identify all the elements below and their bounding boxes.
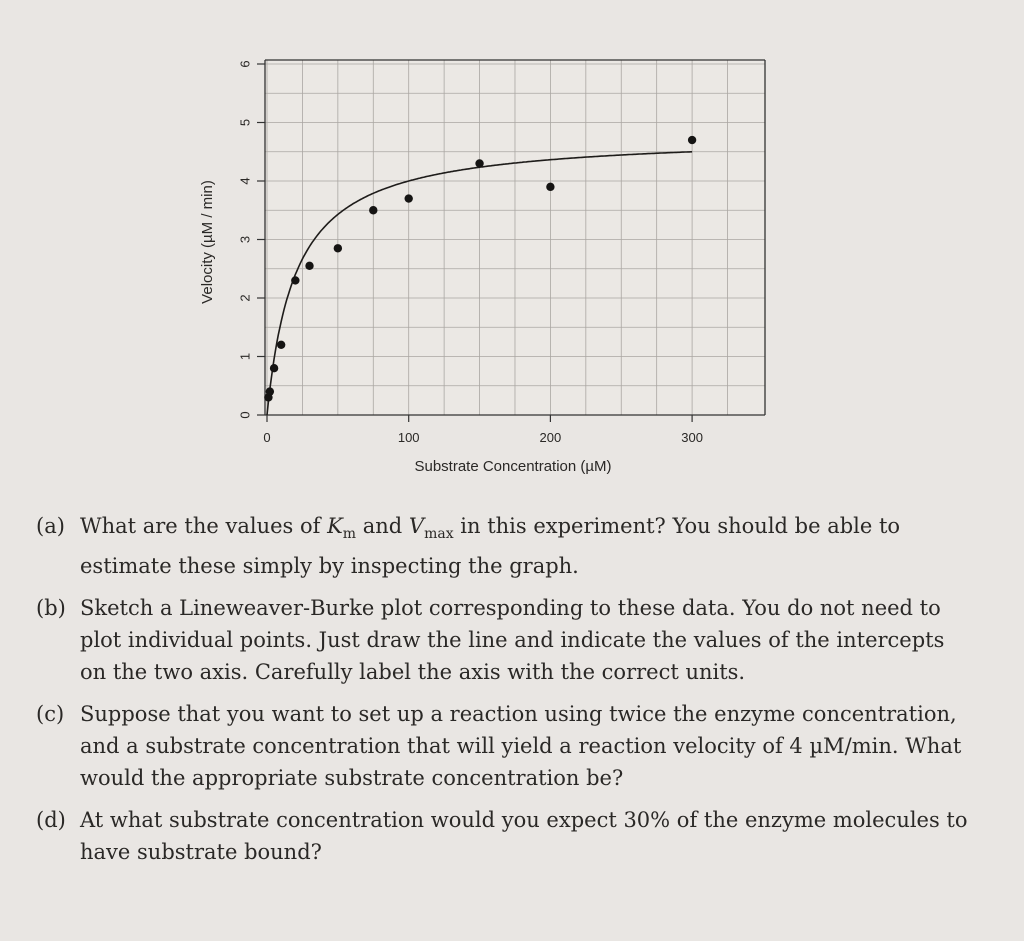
- x-tick-label: 300: [681, 430, 703, 445]
- question-text: Suppose that you want to set up a reacti…: [80, 702, 962, 791]
- data-point: [291, 276, 300, 285]
- y-axis-label: Velocity (µM / min): [199, 180, 216, 304]
- question-c: (c) Suppose that you want to set up a re…: [36, 698, 976, 794]
- data-point: [333, 244, 343, 253]
- data-point: [546, 182, 555, 192]
- question-d: (d) At what substrate concentration woul…: [36, 804, 976, 868]
- x-tick-label: 0: [263, 430, 270, 445]
- question-label: (a): [36, 514, 65, 538]
- data-point: [687, 135, 697, 145]
- data-point: [265, 387, 275, 396]
- km-symbol: K: [327, 514, 343, 538]
- question-label: (c): [36, 702, 65, 727]
- question-text-part: in this experiment? You should be able t…: [80, 514, 901, 579]
- michaelis-menten-chart: 0 100 200 300 0 1 2 3 4 5 6 Substrate Concentratio…: [199, 59, 766, 475]
- y-tick-label: 0: [238, 411, 253, 418]
- question-a: (a) What are the values of Km and Vmax i…: [36, 510, 976, 582]
- question-text-part: and: [356, 514, 409, 538]
- data-point: [305, 261, 314, 271]
- y-tick-label: 3: [238, 236, 253, 243]
- chart-ticks: 0 100 200 300 0 1 2 3 4 5 6: [238, 60, 703, 445]
- question-label: (b): [36, 596, 66, 621]
- question-text: Sketch a Lineweaver-Burke plot correspon…: [80, 596, 945, 685]
- y-tick-label: 1: [238, 353, 253, 360]
- question-text: At what substrate concentration would yo…: [80, 808, 968, 865]
- data-points: [264, 135, 697, 402]
- vmax-symbol: V: [408, 514, 425, 538]
- question-list: (a) What are the values of Km and Vmax i…: [36, 510, 976, 878]
- x-axis-label: Substrate Concentration (µM): [414, 458, 611, 475]
- y-tick-label: 6: [238, 60, 253, 67]
- x-tick-label: 200: [540, 430, 562, 445]
- data-point: [404, 194, 413, 203]
- y-tick-label: 2: [238, 294, 253, 301]
- data-point: [276, 340, 286, 349]
- question-label: (d): [36, 808, 66, 833]
- y-tick-label: 4: [238, 177, 253, 184]
- data-point: [269, 364, 279, 373]
- question-b: (b) Sketch a Lineweaver-Burke plot corre…: [36, 592, 976, 688]
- chart-axes: [264, 59, 766, 416]
- km-subscript: m: [342, 526, 357, 543]
- data-point: [475, 159, 484, 168]
- question-text-part: What are the values of: [80, 514, 328, 538]
- data-point: [369, 206, 378, 215]
- x-tick-label: 100: [398, 430, 420, 445]
- vmax-subscript: max: [424, 526, 454, 543]
- y-tick-label: 5: [238, 119, 253, 126]
- question-text: What are the values of Km and Vmax in th…: [80, 510, 976, 582]
- chart-grid: [265, 60, 765, 416]
